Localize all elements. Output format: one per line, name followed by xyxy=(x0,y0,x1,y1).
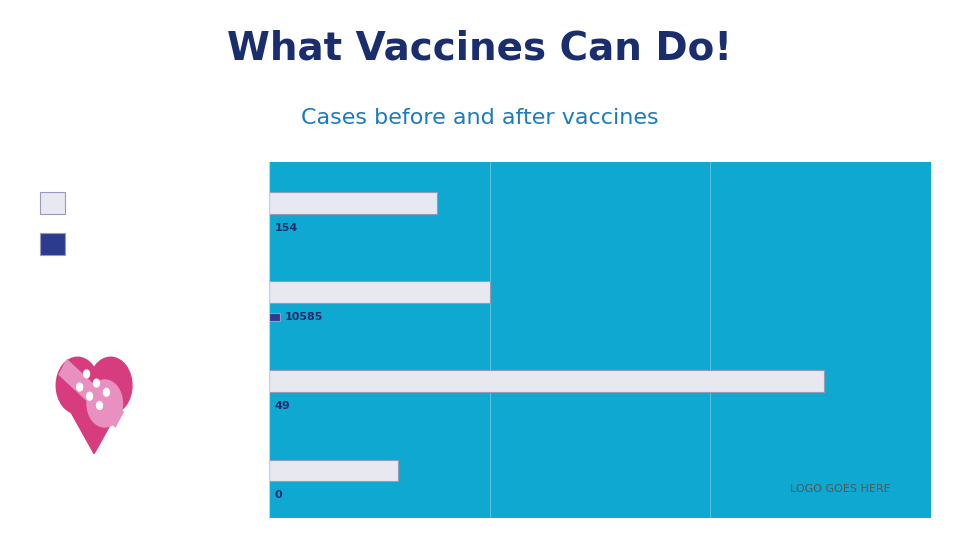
Bar xyxy=(269,370,825,392)
Circle shape xyxy=(104,388,109,396)
Text: 10585: 10585 xyxy=(285,312,324,322)
Polygon shape xyxy=(58,388,131,454)
Circle shape xyxy=(77,383,83,391)
Circle shape xyxy=(32,315,156,480)
Bar xyxy=(269,313,280,321)
Bar xyxy=(269,281,491,303)
Bar xyxy=(40,192,64,214)
Circle shape xyxy=(86,392,92,400)
Circle shape xyxy=(89,357,132,414)
Text: LOGO GOES HERE: LOGO GOES HERE xyxy=(790,484,890,494)
Circle shape xyxy=(87,380,123,427)
Bar xyxy=(269,460,398,481)
Circle shape xyxy=(84,370,89,378)
Text: 49: 49 xyxy=(275,401,291,411)
Polygon shape xyxy=(60,360,123,426)
Circle shape xyxy=(97,402,103,409)
Text: What Vaccines Can Do!: What Vaccines Can Do! xyxy=(228,29,732,68)
Bar xyxy=(40,233,64,255)
Bar xyxy=(269,192,437,214)
Text: 2021: 2021 xyxy=(75,238,107,251)
Text: 154: 154 xyxy=(275,223,299,233)
Text: Before Vaccines: Before Vaccines xyxy=(75,197,176,210)
Text: 0: 0 xyxy=(275,490,282,500)
Circle shape xyxy=(57,357,99,414)
Text: Cases before and after vaccines: Cases before and after vaccines xyxy=(301,108,659,128)
Circle shape xyxy=(93,379,100,387)
